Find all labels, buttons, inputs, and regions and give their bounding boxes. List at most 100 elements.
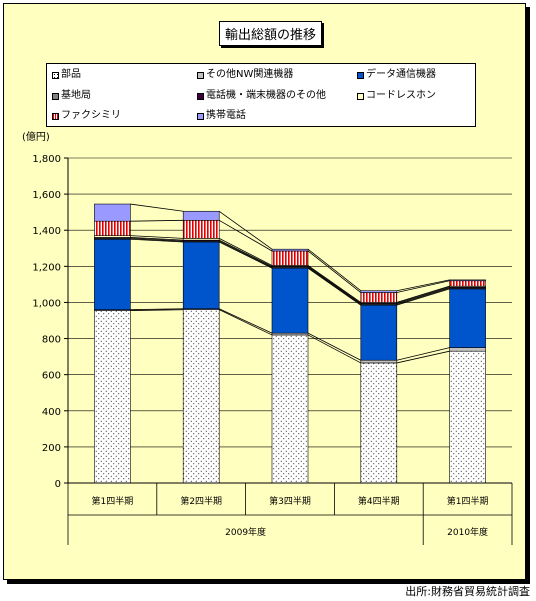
bar-segment (182, 241, 220, 310)
series-connector (396, 350, 450, 364)
bar-segment (449, 280, 486, 287)
bar-segment (182, 210, 220, 221)
series-connector (219, 240, 273, 268)
series-connector (218, 210, 273, 250)
series-connector (396, 285, 450, 303)
y-tick-label: 0 (55, 479, 61, 490)
legend-swatch (357, 92, 364, 100)
legend-swatch (357, 71, 364, 79)
series-connector (307, 266, 362, 305)
bar-segment (449, 279, 486, 282)
series-connector (396, 288, 450, 306)
series-connector (130, 235, 184, 239)
legend-label: データ通信機器 (366, 69, 436, 80)
bar-segment (449, 350, 486, 484)
series-connector (396, 287, 450, 305)
series-connector (218, 219, 273, 252)
series-connector (219, 308, 273, 334)
y-tick-label: 800 (42, 335, 61, 346)
legend-label: 部品 (61, 69, 81, 80)
y-tick-label: 1,800 (32, 154, 61, 165)
bar-segment (94, 238, 131, 310)
legend-item: コードレスホン (357, 90, 436, 102)
legend-item: 部品 (52, 69, 81, 81)
series-connector (130, 237, 184, 242)
series-connector (219, 237, 273, 266)
bar-segment (449, 347, 486, 352)
series-connector (219, 309, 273, 336)
bar-segment (182, 219, 220, 239)
legend-item: ファクシミリ (52, 110, 121, 122)
legend-label: その他NW関連機器 (206, 69, 294, 80)
x-tick-label: 第1四半期 (447, 495, 489, 507)
bar-segment (94, 310, 131, 484)
y-axis-label: (億円) (22, 130, 50, 143)
series-connector (307, 267, 362, 306)
legend-item: 電話機・端末機器のその他 (197, 90, 326, 102)
series-connector (396, 279, 450, 292)
series-connector (130, 309, 184, 311)
legend-label: 電話機・端末機器のその他 (206, 90, 326, 101)
series-connector (396, 280, 450, 293)
y-tick-label: 200 (42, 443, 61, 454)
legend-label: コードレスホン (366, 90, 436, 101)
bar-segment (449, 288, 486, 348)
legend-item: 携帯電話 (197, 110, 246, 122)
bar-segment (360, 304, 398, 361)
legend-swatch (197, 71, 204, 79)
series-connector (307, 250, 362, 293)
bar-segment (360, 362, 398, 484)
series-connector (307, 334, 361, 364)
legend: 部品 その他NW関連機器 データ通信機器基地局 電話機・端末機器のその他 コードレスホン… (46, 63, 476, 127)
legend-label: 基地局 (61, 90, 91, 101)
bar-segment (94, 203, 131, 222)
y-tick-label: 1,600 (32, 190, 61, 201)
series-connector (396, 286, 450, 304)
legend-swatch (197, 112, 204, 120)
y-tick-label: 1,000 (32, 298, 61, 309)
legend-label: 携帯電話 (206, 110, 246, 121)
series-connector (219, 239, 273, 267)
x-tick-label: 第3四半期 (269, 495, 311, 507)
legend-item: その他NW関連機器 (197, 69, 293, 81)
bar-segment (271, 267, 309, 334)
legend-swatch (52, 71, 59, 79)
bar-segment (360, 290, 398, 293)
bar-segment (360, 359, 398, 364)
series-connector (130, 203, 184, 212)
bar-segment (94, 220, 131, 236)
bar-segment (182, 309, 220, 484)
series-connector (219, 241, 273, 269)
series-connector (396, 347, 450, 361)
bar-segment (271, 334, 309, 484)
y-tick-label: 600 (42, 371, 61, 382)
series-connector (130, 308, 184, 311)
x-tick-label: 第2四半期 (180, 495, 222, 507)
legend-swatch (52, 112, 59, 120)
x-tick-label: 第1四半期 (92, 495, 134, 507)
x-tick-label: 第4四半期 (358, 495, 400, 507)
series-connector (130, 238, 184, 243)
series-connector (307, 332, 361, 361)
bar-segment (271, 248, 309, 252)
legend-swatch (52, 92, 59, 100)
legend-label: ファクシミリ (61, 110, 121, 121)
year-group-label: 2010年度 (447, 526, 488, 538)
legend-item: データ通信機器 (357, 69, 436, 81)
series-connector (307, 265, 362, 303)
year-group-label: 2009年度 (225, 526, 266, 538)
series-connector (130, 237, 184, 241)
y-tick-label: 1,400 (32, 226, 61, 237)
legend-swatch (197, 92, 204, 100)
series-connector (307, 248, 362, 292)
series-connector (307, 266, 362, 304)
bar-segment (360, 292, 398, 303)
legend-item: 基地局 (52, 90, 91, 102)
series-connector (130, 219, 184, 222)
chart-title: 輸出総額の推移 (219, 21, 323, 46)
source-note: 出所:財務省貿易統計調査 (405, 585, 530, 598)
y-tick-label: 1,200 (32, 262, 61, 273)
bar-segment (271, 250, 309, 266)
y-tick-label: 400 (42, 407, 61, 418)
